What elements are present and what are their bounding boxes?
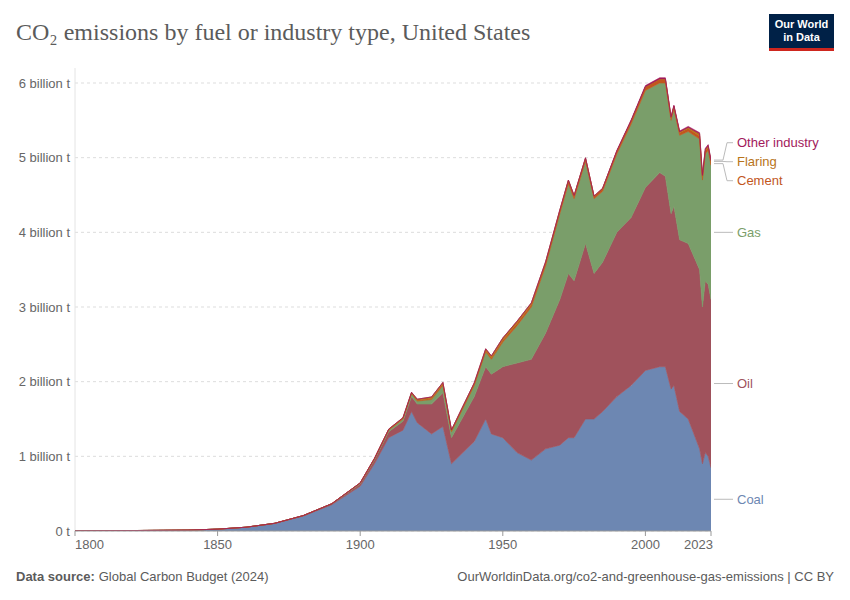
legend-leader <box>714 383 733 384</box>
y-tick-label: 0 t <box>56 524 71 539</box>
legend-label: Oil <box>737 376 753 391</box>
logo-text: in Data <box>783 31 821 43</box>
area-other-industry <box>75 78 711 531</box>
x-tick <box>75 531 76 536</box>
x-tick-label: 1900 <box>346 537 375 552</box>
logo-text: Our World <box>775 18 829 30</box>
y-tick-label: 2 billion t <box>19 374 71 389</box>
logo-box <box>769 14 834 51</box>
source-text: Global Carbon Budget (2024) <box>99 569 269 584</box>
source: Data source: Global Carbon Budget (2024) <box>16 569 269 584</box>
x-tick-label: 2023 <box>684 537 713 552</box>
legend: Coal Oil Gas Cement Flaring Other industry <box>714 135 819 507</box>
x-tick-label: 2000 <box>631 537 660 552</box>
x-tick <box>502 531 503 536</box>
x-tick <box>217 531 218 536</box>
legend-label: Cement <box>737 173 783 188</box>
x-axis: 1800 1850 1900 1950 2000 2023 <box>75 531 713 552</box>
y-tick-label: 3 billion t <box>19 300 71 315</box>
chart: CO₂ emissions by fuel or industry type, … <box>0 0 850 600</box>
y-tick-label: 5 billion t <box>19 150 71 165</box>
legend-label: Gas <box>737 225 761 240</box>
x-tick <box>360 531 361 536</box>
x-tick-label: 1950 <box>488 537 517 552</box>
area-gas <box>75 83 711 531</box>
x-tick <box>645 531 646 536</box>
legend-leader <box>714 232 733 233</box>
x-tick <box>711 531 712 536</box>
grid-line <box>75 83 711 84</box>
url: OurWorldinData.org/co2-and-greenhouse-ga… <box>457 569 834 584</box>
source-label: Data source: <box>16 569 95 584</box>
areas <box>75 78 711 531</box>
legend-label: Flaring <box>737 154 777 169</box>
y-axis: 0 t 1 billion t 2 billion t 3 billion t 4 bi… <box>19 68 711 538</box>
logo: Our Worldin Data <box>769 14 834 51</box>
legend-leader <box>714 499 733 500</box>
legend-label: Coal <box>737 492 764 507</box>
area-cement <box>75 79 711 531</box>
title: CO₂ emissions by fuel or industry type, … <box>16 19 530 45</box>
grid-line <box>75 531 711 532</box>
y-tick-label: 6 billion t <box>19 76 71 91</box>
y-axis-line <box>75 68 76 531</box>
x-tick-label: 1800 <box>75 537 104 552</box>
legend-label: Other industry <box>737 135 819 150</box>
x-tick-label: 1850 <box>203 537 232 552</box>
x-axis-line <box>75 531 711 532</box>
area-flaring <box>75 79 711 531</box>
logo-bar <box>769 48 834 51</box>
legend-leader <box>714 143 733 160</box>
y-tick-label: 4 billion t <box>19 225 71 240</box>
y-tick-label: 1 billion t <box>19 449 71 464</box>
legend-leader <box>714 161 733 162</box>
legend-leader <box>714 164 733 181</box>
